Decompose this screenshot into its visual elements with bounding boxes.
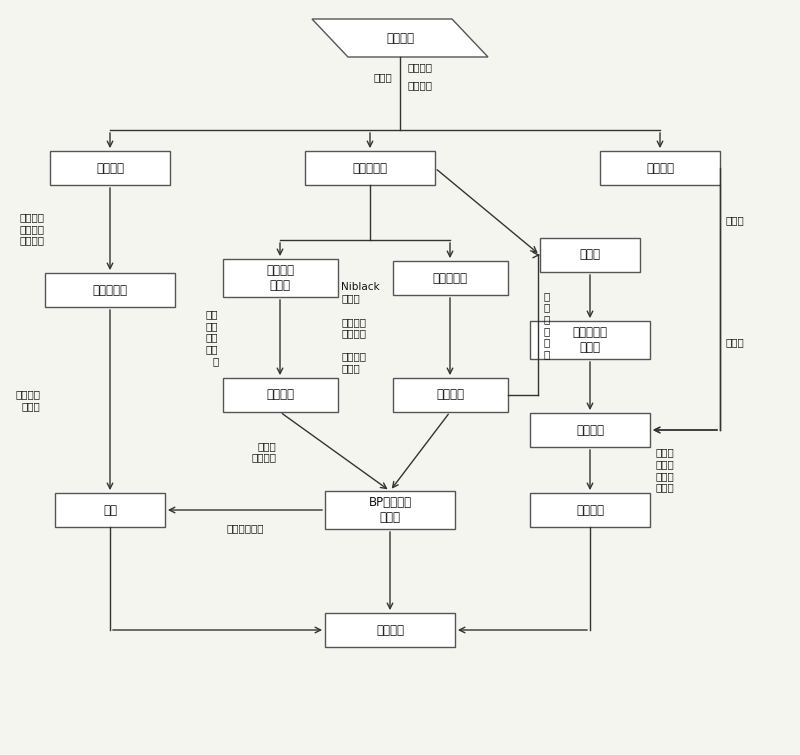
Text: 预处理: 预处理 xyxy=(374,72,392,82)
Bar xyxy=(325,491,455,529)
Text: 汉字图像: 汉字图像 xyxy=(646,162,674,174)
Text: 改进的译
码算法: 改进的译 码算法 xyxy=(15,389,40,411)
Text: 条码图像: 条码图像 xyxy=(96,162,124,174)
Text: 译码: 译码 xyxy=(103,504,117,516)
Text: 电子车票: 电子车票 xyxy=(376,624,404,636)
Text: 本
次
识
别
结
果: 本 次 识 别 结 果 xyxy=(543,291,550,359)
Text: 倾斜校正: 倾斜校正 xyxy=(408,62,433,72)
Text: 一般字符串: 一般字符串 xyxy=(433,272,467,285)
Text: 相关译码算法: 相关译码算法 xyxy=(226,523,264,533)
Bar xyxy=(55,493,165,527)
Text: 站点动态板
图生成: 站点动态板 图生成 xyxy=(573,326,607,354)
Text: 图像匹配: 图像匹配 xyxy=(576,424,604,436)
Text: 二值化图像: 二值化图像 xyxy=(93,283,127,297)
Polygon shape xyxy=(312,19,488,57)
Text: 车票图像: 车票图像 xyxy=(386,32,414,45)
Text: 数据库: 数据库 xyxy=(579,248,601,261)
Text: BP网络训练
与识别: BP网络训练 与识别 xyxy=(369,496,411,524)
Bar xyxy=(530,493,650,527)
Bar xyxy=(222,378,338,412)
Text: Niblack
二值化

垂直差分
投影算法

基于识别
的分割: Niblack 二值化 垂直差分 投影算法 基于识别 的分割 xyxy=(342,282,380,373)
Text: 汉字识别: 汉字识别 xyxy=(576,504,604,516)
Text: 图像分割: 图像分割 xyxy=(408,80,433,90)
Text: 基于先验
知识的二
值化算法: 基于先验 知识的二 值化算法 xyxy=(20,212,45,245)
Text: 二值化: 二值化 xyxy=(726,215,745,225)
Bar xyxy=(393,378,507,412)
Text: 字符串图像: 字符串图像 xyxy=(353,162,387,174)
Bar xyxy=(50,151,170,185)
Text: 分割结果: 分割结果 xyxy=(266,389,294,402)
Text: 去均值
归一化
相关匹
配算法: 去均值 归一化 相关匹 配算法 xyxy=(656,448,674,492)
Text: 粘连
断裂
字符
串分
割: 粘连 断裂 字符 串分 割 xyxy=(206,310,218,365)
Text: 归一化
特征提取: 归一化 特征提取 xyxy=(251,441,276,462)
Bar xyxy=(305,151,435,185)
Bar xyxy=(45,273,175,307)
Text: 粘连断裂
字符串: 粘连断裂 字符串 xyxy=(266,264,294,292)
Bar xyxy=(600,151,720,185)
Bar xyxy=(393,261,507,295)
Bar xyxy=(325,613,455,647)
Bar xyxy=(222,259,338,297)
Bar xyxy=(530,321,650,359)
Text: 归一化: 归一化 xyxy=(726,337,745,347)
Bar xyxy=(530,413,650,447)
Bar xyxy=(540,238,640,272)
Text: 分割结果: 分割结果 xyxy=(436,389,464,402)
